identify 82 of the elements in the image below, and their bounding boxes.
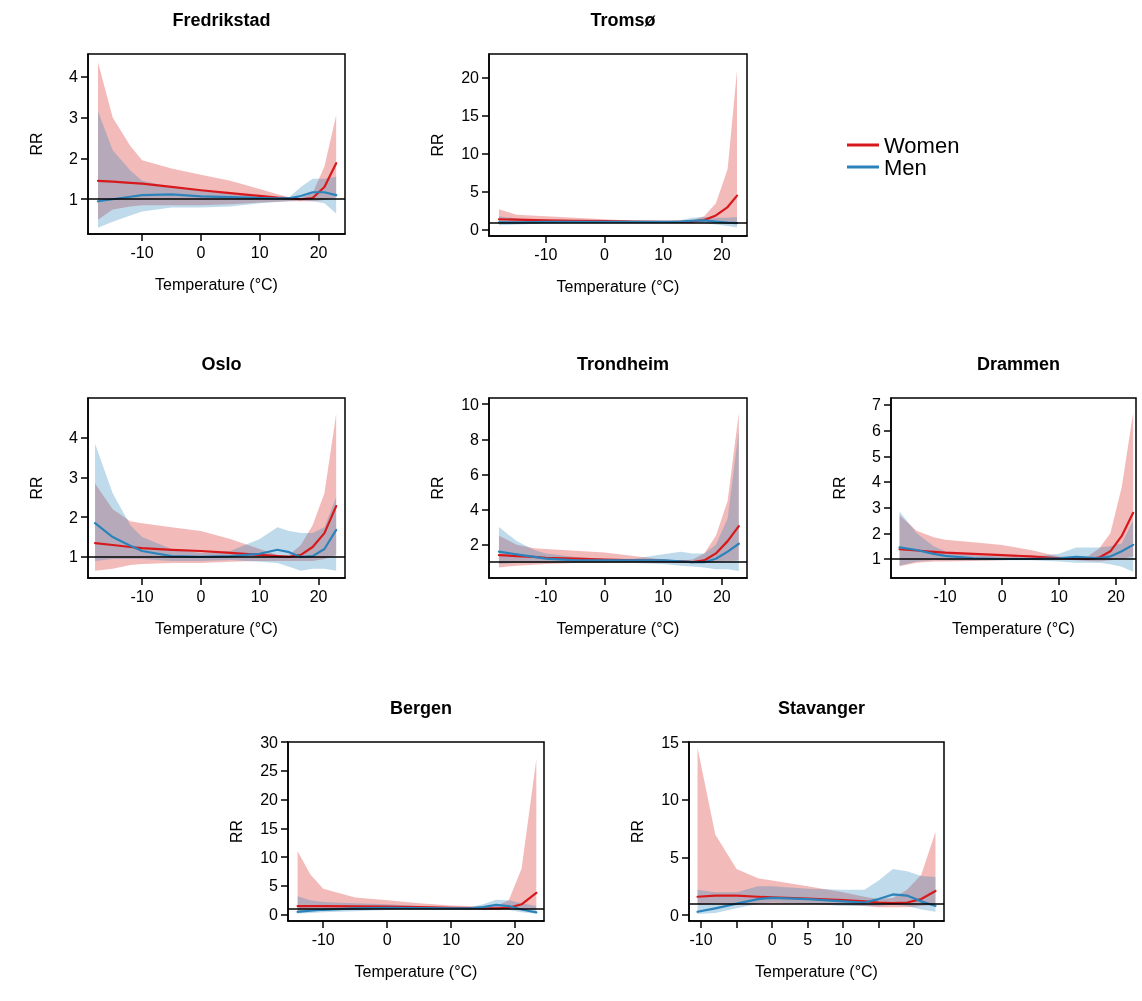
y-tick-label: 1 (872, 550, 882, 568)
x-axis-title: Temperature (°C) (952, 619, 1075, 637)
y-tick-label: 4 (872, 473, 882, 491)
y-axis-title: RR (830, 476, 848, 500)
x-tick-label: -10 (689, 930, 713, 948)
y-tick-label: 3 (69, 468, 79, 486)
y-tick-label: 1 (69, 190, 79, 208)
y-tick-label: 6 (470, 465, 480, 483)
y-tick-label: 10 (461, 145, 480, 163)
x-tick-label: 20 (712, 245, 731, 263)
y-tick-label: 15 (661, 733, 680, 751)
y-tick-label: 1 (69, 548, 79, 566)
x-tick-label: 0 (196, 243, 206, 261)
y-tick-label: 0 (670, 906, 680, 924)
y-tick-label: 10 (661, 791, 680, 809)
y-axis-title: RR (227, 819, 245, 844)
x-tick-label: 20 (506, 930, 525, 948)
x-tick-label: 10 (1050, 587, 1069, 605)
x-tick-label: 0 (600, 587, 610, 605)
x-tick-label: -10 (534, 245, 558, 263)
x-tick-label: 0 (767, 930, 777, 948)
x-axis-title: Temperature (°C) (155, 619, 278, 637)
chart-title: Trondheim (576, 354, 670, 374)
x-tick-label: 5 (803, 930, 813, 948)
y-tick-label: 15 (260, 819, 279, 837)
y-tick-label: 5 (470, 183, 480, 201)
y-tick-label: 2 (69, 149, 79, 167)
y-axis-title: RR (428, 476, 446, 500)
y-tick-label: 25 (260, 762, 279, 780)
y-tick-label: 6 (872, 422, 882, 440)
x-tick-label: 10 (834, 930, 853, 948)
y-tick-label: 8 (470, 430, 480, 448)
y-axis-title: RR (628, 819, 646, 844)
x-tick-label: 20 (309, 243, 328, 261)
chart-title: Drammen (976, 354, 1061, 374)
x-axis-title: Temperature (°C) (556, 619, 680, 637)
y-tick-label: 30 (260, 733, 279, 751)
x-axis-title: Temperature (°C) (354, 962, 478, 980)
x-tick-label: -10 (311, 930, 335, 948)
y-tick-label: 2 (69, 508, 79, 526)
x-tick-label: 20 (309, 587, 328, 605)
x-axis-title: Temperature (°C) (556, 277, 680, 295)
x-tick-label: -10 (130, 587, 154, 605)
chart-title: Stavanger (777, 698, 866, 718)
y-axis-title: RR (27, 132, 45, 156)
chart-title: Bergen (389, 698, 453, 718)
y-tick-label: 7 (872, 396, 882, 414)
y-tick-label: 5 (670, 848, 680, 866)
y-tick-label: 4 (69, 429, 79, 447)
x-tick-label: 0 (600, 245, 610, 263)
y-tick-label: 5 (269, 877, 279, 895)
x-tick-label: -10 (933, 587, 957, 605)
x-axis-title: Temperature (°C) (755, 962, 878, 980)
y-tick-label: 5 (872, 447, 882, 465)
y-tick-label: 2 (872, 524, 882, 542)
x-tick-label: 0 (382, 930, 392, 948)
x-tick-label: 20 (905, 930, 924, 948)
y-tick-label: 10 (260, 848, 279, 866)
y-tick-label: 3 (872, 499, 882, 517)
y-axis-title: RR (428, 133, 446, 157)
chart-title: Fredrikstad (172, 10, 271, 30)
x-tick-label: 10 (442, 930, 461, 948)
y-tick-label: 4 (69, 68, 79, 85)
chart-title: Oslo (201, 354, 242, 374)
y-tick-label: 2 (470, 536, 480, 554)
chart-title: Tromsø (590, 10, 656, 30)
y-tick-label: 15 (461, 107, 480, 125)
y-tick-label: 0 (470, 221, 480, 239)
y-tick-label: 0 (269, 906, 279, 924)
y-tick-label: 10 (461, 395, 480, 413)
x-tick-label: 20 (1107, 587, 1126, 605)
x-tick-label: 20 (712, 587, 731, 605)
x-axis-title: Temperature (°C) (155, 275, 278, 293)
x-tick-label: -10 (534, 587, 558, 605)
x-tick-label: 0 (196, 587, 206, 605)
x-tick-label: 0 (997, 587, 1007, 605)
y-axis-title: RR (27, 476, 45, 500)
y-tick-label: 4 (470, 501, 480, 519)
y-tick-label: 20 (461, 69, 480, 87)
y-tick-label: 3 (69, 108, 79, 126)
x-tick-label: -10 (130, 243, 154, 261)
y-tick-label: 20 (260, 791, 279, 809)
